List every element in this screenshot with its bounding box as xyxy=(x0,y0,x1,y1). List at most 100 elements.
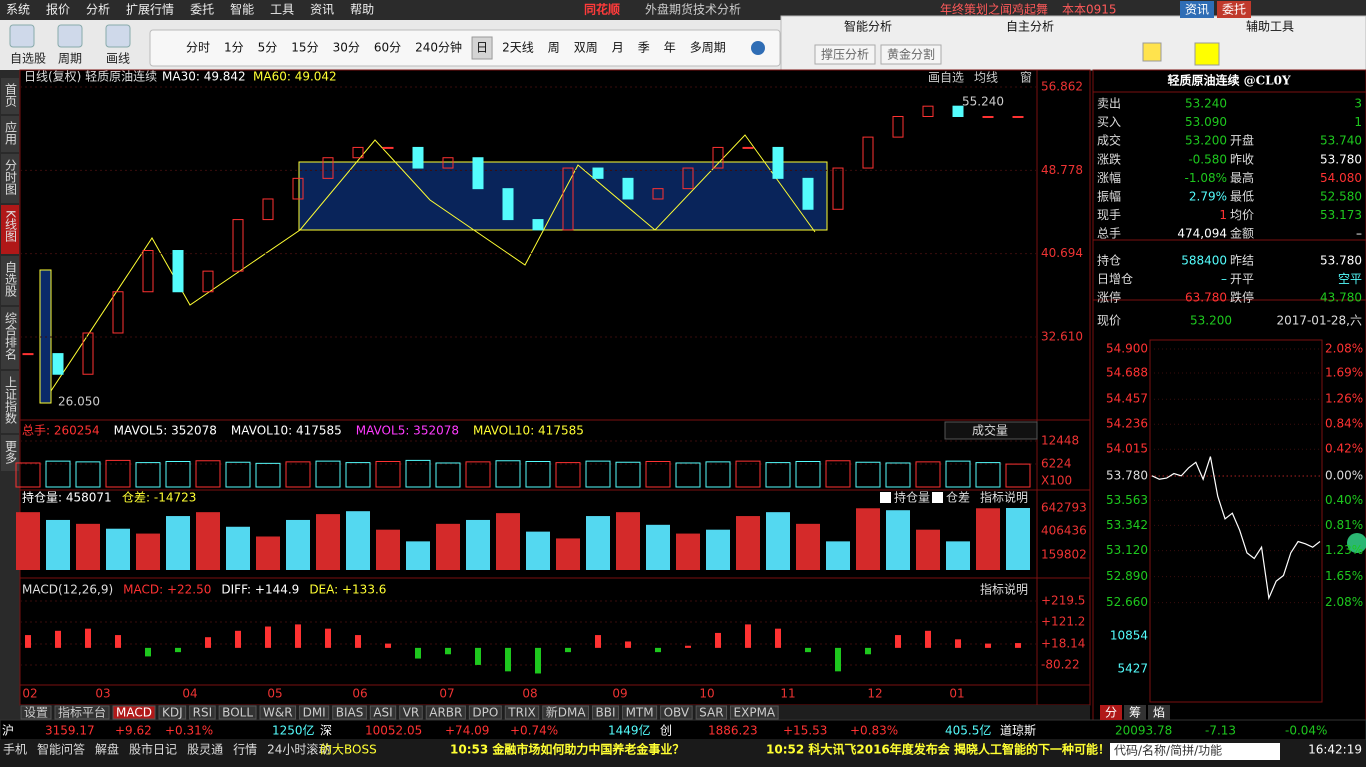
period-button[interactable]: 双周 xyxy=(574,41,598,55)
indicator-tab[interactable]: 新DMA xyxy=(546,705,587,720)
sidebar-tab-label[interactable]: 更多 xyxy=(4,440,18,465)
indicator-tab[interactable]: BOLL xyxy=(222,706,253,720)
promo-link[interactable]: 年终策划之闻鸡起舞 xyxy=(940,2,1048,17)
menu-item[interactable]: 智能 xyxy=(230,2,254,17)
index-item[interactable]: +74.09 xyxy=(445,724,489,738)
indicator-tab-bg[interactable] xyxy=(695,705,728,720)
indicator-tab[interactable]: OBV xyxy=(664,706,690,720)
indicator-tab-bg[interactable] xyxy=(54,705,110,720)
index-item[interactable]: +0.83% xyxy=(850,724,898,738)
news-headline[interactable]: 10:52 科大讯飞2016年度发布会 揭晓人工智能的下一种可能！ xyxy=(766,742,1110,757)
search-box[interactable] xyxy=(1110,743,1280,760)
menu-item[interactable]: 委托 xyxy=(190,3,214,17)
period-button[interactable]: 多周期 xyxy=(690,41,726,55)
indicator-tab[interactable]: ASI xyxy=(373,706,392,720)
sidebar-tab[interactable] xyxy=(1,154,19,203)
news-link[interactable]: 行情 xyxy=(233,743,257,757)
index-item[interactable]: -0.04% xyxy=(1285,724,1327,738)
indicator-tab-bg[interactable] xyxy=(218,705,257,720)
checkbox-label[interactable]: 持仓量 xyxy=(894,490,930,505)
sidebar-tab[interactable] xyxy=(1,78,19,114)
index-item[interactable]: 3159.17 xyxy=(45,724,95,738)
sidebar-tab-label[interactable]: 综合排名 xyxy=(4,312,18,360)
indicator-tab-bg[interactable] xyxy=(504,705,540,720)
period-button[interactable]: 日 xyxy=(476,41,488,55)
sidebar-tab[interactable] xyxy=(1,116,19,152)
indicator-tab-bg[interactable] xyxy=(660,705,693,720)
indicator-tab-bg[interactable] xyxy=(542,705,590,720)
tool-label[interactable]: 画线 xyxy=(106,52,130,66)
menu-item[interactable]: 报价 xyxy=(46,2,70,17)
indicator-tab-bg[interactable] xyxy=(622,705,658,720)
search-placeholder[interactable]: 代码/名称/简拼/功能 xyxy=(1114,743,1222,758)
index-item[interactable]: 1250亿 xyxy=(272,723,315,738)
index-item[interactable]: 创 xyxy=(660,724,672,738)
index-item[interactable]: +9.62 xyxy=(115,724,152,738)
checkbox-label[interactable]: 仓差 xyxy=(946,491,970,505)
period-button[interactable]: 240分钟 xyxy=(415,40,462,55)
news-link[interactable]: 智能问答 xyxy=(37,742,85,757)
indicator-tab-bg[interactable] xyxy=(592,705,620,720)
intraday-tab[interactable] xyxy=(1148,705,1170,720)
index-item[interactable]: +15.53 xyxy=(783,724,827,738)
smart-button[interactable] xyxy=(814,44,876,65)
indicator-tab-bg[interactable] xyxy=(425,705,466,720)
indicator-tab-bg[interactable] xyxy=(158,705,187,720)
menu-item[interactable]: 帮助 xyxy=(350,3,374,17)
indicator-selector-label[interactable]: 成交量 xyxy=(972,423,1008,438)
indicator-tab[interactable]: KDJ xyxy=(162,706,183,720)
index-item[interactable]: 道琼斯 xyxy=(1000,723,1036,738)
menu-item[interactable]: 系统 xyxy=(6,3,30,17)
tool-label[interactable]: 周期 xyxy=(58,52,82,66)
indicator-tab-bg[interactable] xyxy=(112,705,156,720)
menu-item[interactable]: 扩展行情 xyxy=(126,3,174,17)
news-link[interactable]: 股灵通 xyxy=(187,743,223,757)
news-headline[interactable]: 10:53 金融市场如何助力中国养老金事业？ xyxy=(450,742,684,757)
float-ball[interactable] xyxy=(1347,533,1366,553)
index-item[interactable]: 20093.78 xyxy=(1115,724,1172,738)
smart-button-label[interactable]: 黄金分割 xyxy=(887,47,935,62)
indicator-tab[interactable]: W&R xyxy=(263,706,293,720)
indicator-tab[interactable]: 指标平台 xyxy=(58,705,106,720)
period-button[interactable]: 季 xyxy=(638,41,650,55)
tool-icon[interactable] xyxy=(57,24,83,48)
indicator-tab[interactable]: DPO xyxy=(472,706,498,720)
period-button[interactable]: 周 xyxy=(548,41,560,55)
menu-item[interactable]: 分析 xyxy=(86,3,110,17)
indicator-tab[interactable]: 设置 xyxy=(24,706,48,720)
chart-button[interactable]: 画自选 xyxy=(928,71,964,85)
indicator-tab-bg[interactable] xyxy=(399,705,423,720)
index-item[interactable]: -7.13 xyxy=(1205,724,1236,738)
index-item[interactable]: 1449亿 xyxy=(608,723,651,738)
checkbox[interactable] xyxy=(880,492,891,503)
indicator-tab-bg[interactable] xyxy=(189,705,216,720)
index-item[interactable]: 10052.05 xyxy=(365,724,422,738)
indicator-tab[interactable]: RSI xyxy=(193,706,213,720)
period-button[interactable]: 30分 xyxy=(333,41,360,55)
period-button[interactable]: 60分 xyxy=(374,41,401,55)
index-item[interactable]: 沪 xyxy=(2,724,14,738)
tool-icon[interactable] xyxy=(9,24,35,48)
indicator-tab[interactable]: ARBR xyxy=(429,706,462,720)
sidebar-tab[interactable] xyxy=(1,371,19,433)
news-link[interactable]: 手机 xyxy=(3,743,27,757)
tool-label[interactable]: 自选股 xyxy=(10,52,46,66)
tool-icon[interactable] xyxy=(105,24,131,48)
top-button-label[interactable]: 资讯 xyxy=(1185,3,1209,17)
menu-item[interactable]: 工具 xyxy=(270,3,294,17)
indicator-tab-bg[interactable] xyxy=(332,705,367,720)
chart-button[interactable]: 窗 xyxy=(1020,71,1032,85)
sidebar-tab[interactable] xyxy=(1,435,19,471)
smart-button-label[interactable]: 撑压分析 xyxy=(821,47,869,62)
period-button[interactable]: 年 xyxy=(664,41,676,55)
period-button[interactable]: 分时 xyxy=(186,41,210,55)
user-name[interactable]: 本本0915 xyxy=(1062,3,1117,17)
indicator-tab-bg[interactable] xyxy=(369,705,397,720)
chart-button[interactable]: 均线 xyxy=(974,71,998,85)
indicator-tab[interactable]: MTM xyxy=(626,706,654,720)
indicator-tab[interactable]: DMI xyxy=(303,706,326,720)
indicator-tab[interactable]: VR xyxy=(403,706,420,720)
indicator-tab-bg[interactable] xyxy=(730,705,779,720)
index-item[interactable]: 深 xyxy=(320,724,332,738)
top-button[interactable] xyxy=(1217,1,1251,18)
